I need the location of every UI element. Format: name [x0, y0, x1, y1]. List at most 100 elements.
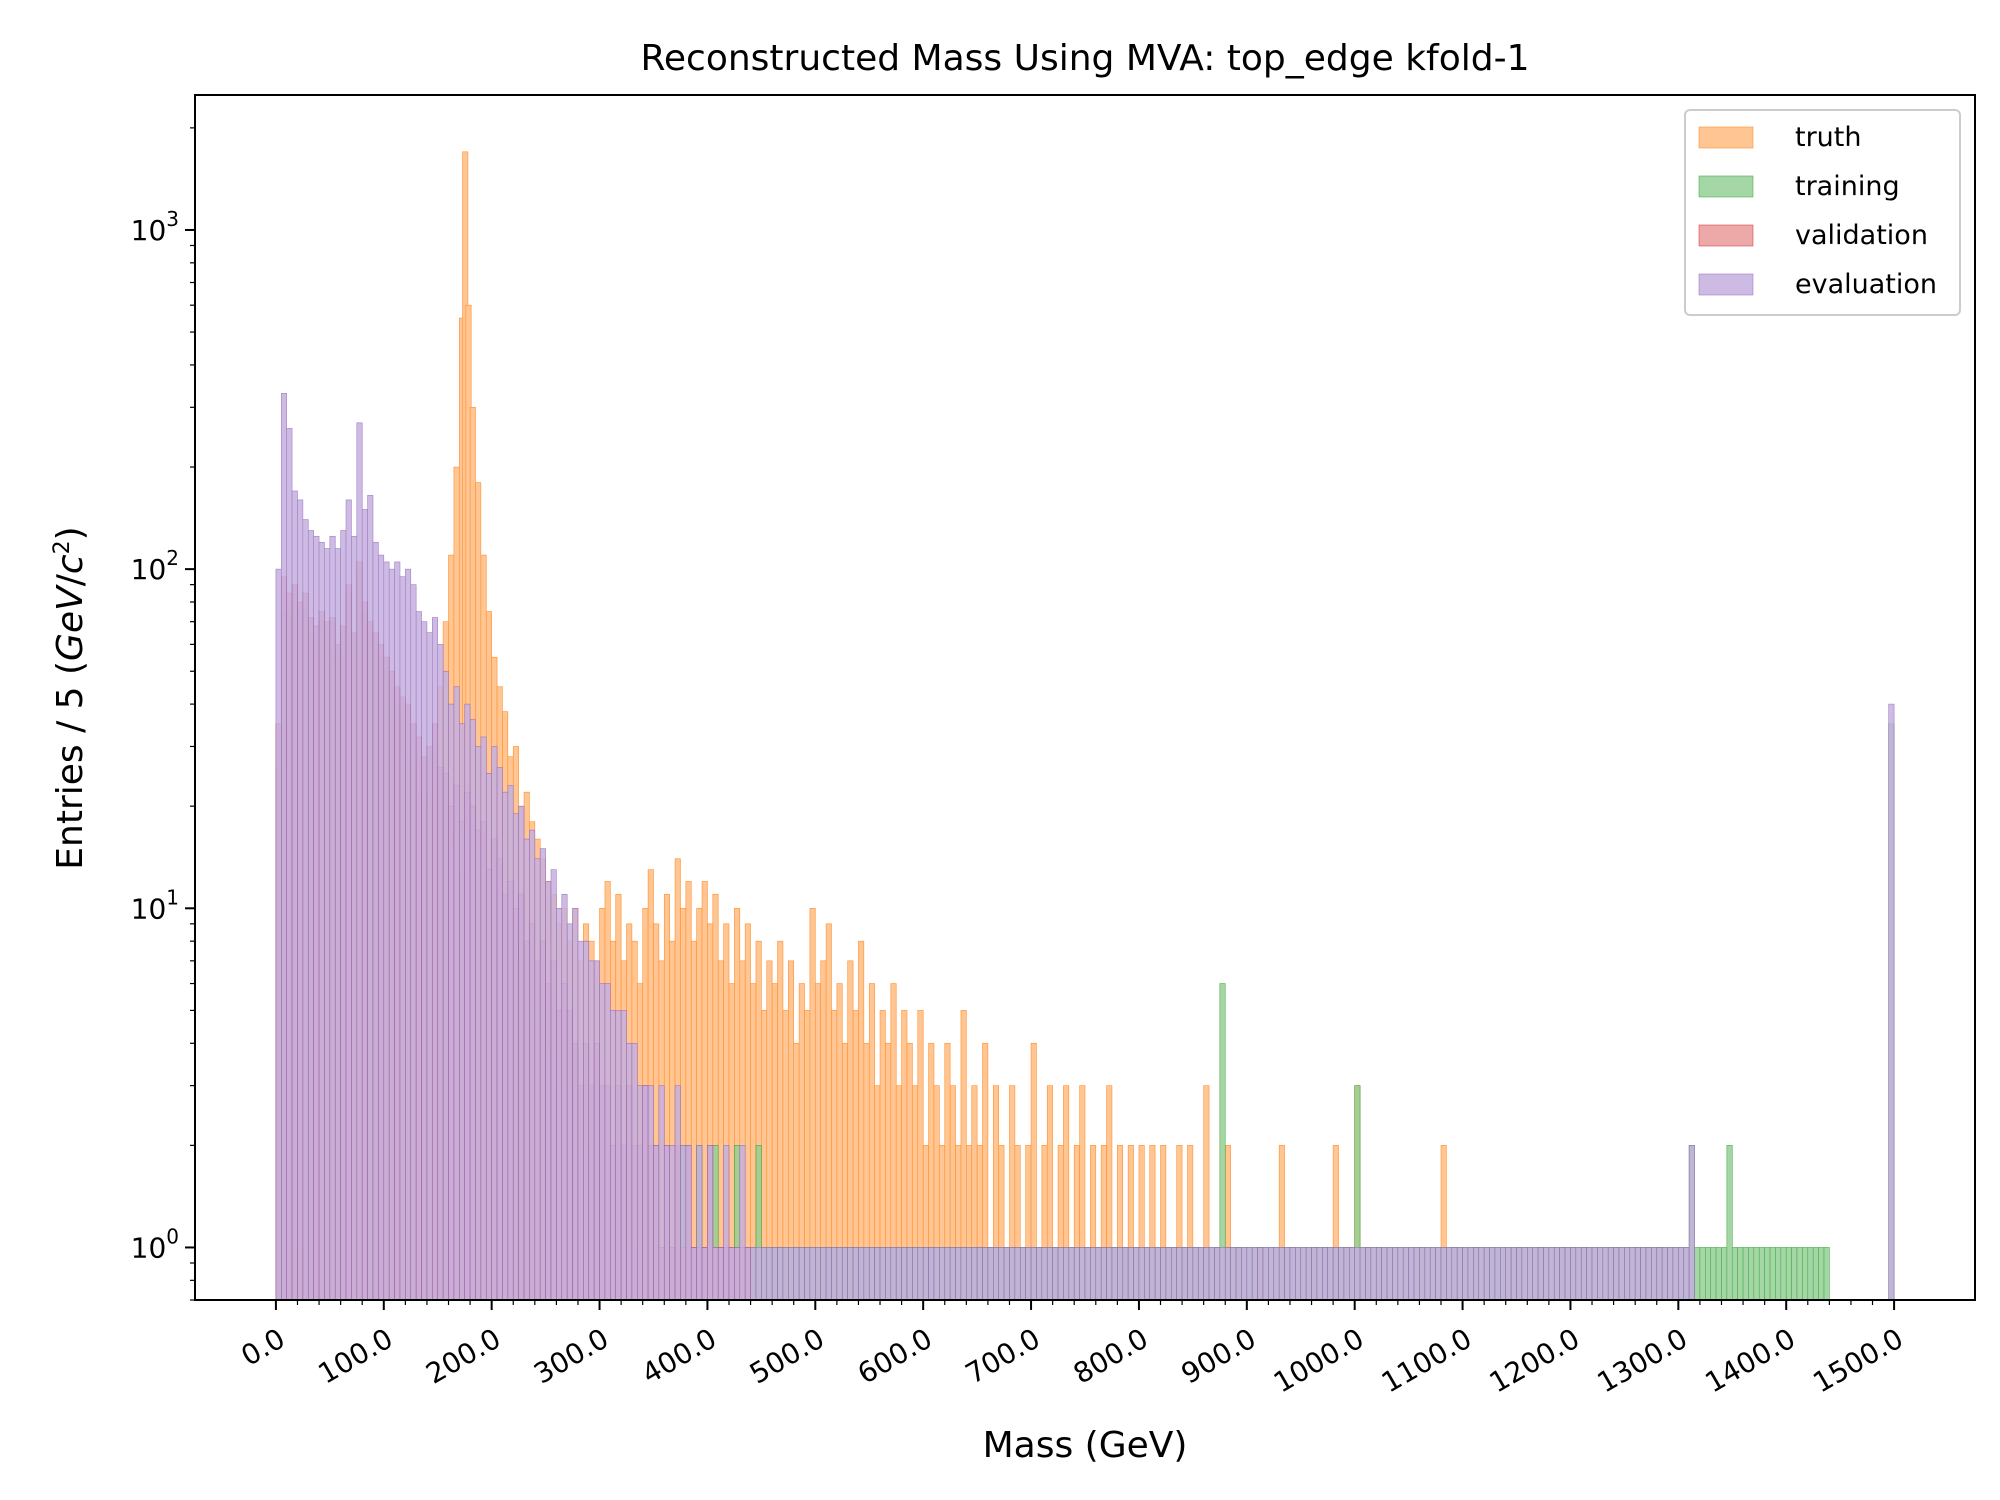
evaluation-bin	[1181, 1247, 1188, 1301]
evaluation-bin	[1041, 1247, 1048, 1301]
evaluation-bin	[906, 1247, 913, 1301]
evaluation-bin	[329, 535, 336, 1301]
evaluation-bin	[1527, 1247, 1533, 1301]
evaluation-bin	[1386, 1247, 1393, 1301]
evaluation-bin	[1618, 1247, 1625, 1301]
evaluation-bin	[318, 541, 325, 1301]
evaluation-bin	[593, 960, 600, 1301]
legend-label-evaluation: evaluation	[1795, 269, 1937, 300]
evaluation-bin	[1467, 1247, 1474, 1301]
evaluation-bin	[771, 1247, 778, 1301]
evaluation-bin	[1553, 1247, 1560, 1301]
evaluation-bin	[1634, 1247, 1641, 1301]
evaluation-bin	[405, 568, 412, 1301]
evaluation-bin	[734, 1247, 741, 1301]
evaluation-bin	[858, 1247, 865, 1301]
evaluation-bin	[1613, 1247, 1620, 1301]
evaluation-bin	[583, 940, 590, 1301]
legend-label-truth: truth	[1795, 122, 1862, 153]
evaluation-bin	[841, 1247, 848, 1301]
evaluation-bin	[744, 1247, 751, 1301]
evaluation-bin	[1068, 1247, 1075, 1301]
truth-bin	[777, 940, 784, 1301]
evaluation-bin	[539, 848, 546, 1301]
y-axis-title-post: )	[50, 526, 91, 540]
evaluation-bin	[1489, 1247, 1496, 1301]
evaluation-bin	[1500, 1247, 1507, 1301]
evaluation-bin	[739, 1145, 746, 1301]
evaluation-bin	[1343, 1247, 1350, 1301]
plot-frame	[194, 94, 1976, 1301]
evaluation-bin	[1165, 1247, 1172, 1301]
evaluation-bin	[1359, 1247, 1366, 1301]
evaluation-bin	[1516, 1247, 1523, 1301]
y-tick-label: 101	[131, 885, 179, 925]
evaluation-bin	[793, 1247, 800, 1301]
evaluation-bin	[885, 1247, 892, 1301]
evaluation-bin	[933, 1247, 940, 1301]
evaluation-bin	[1214, 1247, 1221, 1301]
y-axis-title-slash: /	[50, 573, 91, 586]
evaluation-bin	[534, 858, 541, 1301]
evaluation-bin	[1030, 1247, 1037, 1301]
evaluation-bin	[814, 1247, 821, 1301]
evaluation-bin	[761, 1247, 768, 1301]
evaluation-bin	[1645, 1247, 1652, 1301]
evaluation-bin	[647, 1085, 654, 1301]
y-tick-label: 100	[131, 1224, 179, 1264]
chart-title: Reconstructed Mass Using MVA: top_edge k…	[641, 38, 1530, 79]
evaluation-bin	[712, 1247, 719, 1301]
x-axis-title: Mass (GeV)	[983, 1425, 1188, 1466]
evaluation-bin	[620, 1010, 627, 1301]
training-bin	[1764, 1247, 1771, 1301]
training-bin	[1796, 1247, 1803, 1301]
training-bin	[1705, 1247, 1711, 1301]
evaluation-bin	[1187, 1247, 1194, 1301]
evaluation-bin	[324, 548, 331, 1301]
evaluation-bin	[1397, 1247, 1404, 1301]
evaluation-bin	[809, 1247, 816, 1301]
training-bin	[1812, 1247, 1819, 1301]
evaluation-bin	[432, 617, 439, 1301]
evaluation-bin	[998, 1247, 1005, 1301]
evaluation-bin	[1435, 1247, 1442, 1301]
training-bin	[1758, 1247, 1765, 1301]
y-axis-title-sup: 2	[50, 540, 75, 554]
evaluation-bin	[1888, 703, 1895, 1301]
evaluation-bin	[458, 723, 465, 1301]
training-bin	[1818, 1247, 1825, 1301]
evaluation-bin	[378, 554, 385, 1301]
legend-label-validation: validation	[1795, 220, 1928, 251]
evaluation-bin	[922, 1247, 929, 1301]
evaluation-bin	[1019, 1247, 1026, 1301]
evaluation-bin	[1133, 1247, 1140, 1301]
evaluation-bin	[674, 1085, 681, 1301]
evaluation-bin	[798, 1247, 805, 1301]
evaluation-bin	[1462, 1247, 1469, 1301]
evaluation-bin	[1230, 1247, 1237, 1301]
evaluation-bin	[1122, 1247, 1129, 1301]
evaluation-bin	[696, 1145, 703, 1301]
evaluation-bin	[1144, 1247, 1151, 1301]
evaluation-bin	[437, 644, 444, 1301]
evaluation-bin	[1154, 1247, 1161, 1301]
evaluation-bin	[728, 1247, 735, 1301]
evaluation-bin	[356, 422, 363, 1301]
evaluation-bin	[280, 392, 287, 1301]
evaluation-bin	[1365, 1247, 1372, 1301]
evaluation-bin	[1219, 1247, 1226, 1301]
y-axis-title-pre: Entries / 5 (	[50, 661, 91, 870]
evaluation-bin	[1402, 1247, 1409, 1301]
evaluation-bin	[707, 1145, 714, 1301]
evaluation-bin	[464, 703, 471, 1301]
evaluation-bin	[917, 1247, 924, 1301]
evaluation-bin	[1046, 1247, 1053, 1301]
evaluation-bin	[1192, 1247, 1199, 1301]
evaluation-bin	[1084, 1247, 1091, 1301]
training-bin	[1785, 1247, 1792, 1301]
evaluation-bin	[1505, 1247, 1512, 1301]
evaluation-bin	[1003, 1247, 1010, 1301]
evaluation-bin	[636, 1085, 643, 1301]
evaluation-bin	[1235, 1247, 1242, 1301]
evaluation-bin	[480, 736, 487, 1301]
